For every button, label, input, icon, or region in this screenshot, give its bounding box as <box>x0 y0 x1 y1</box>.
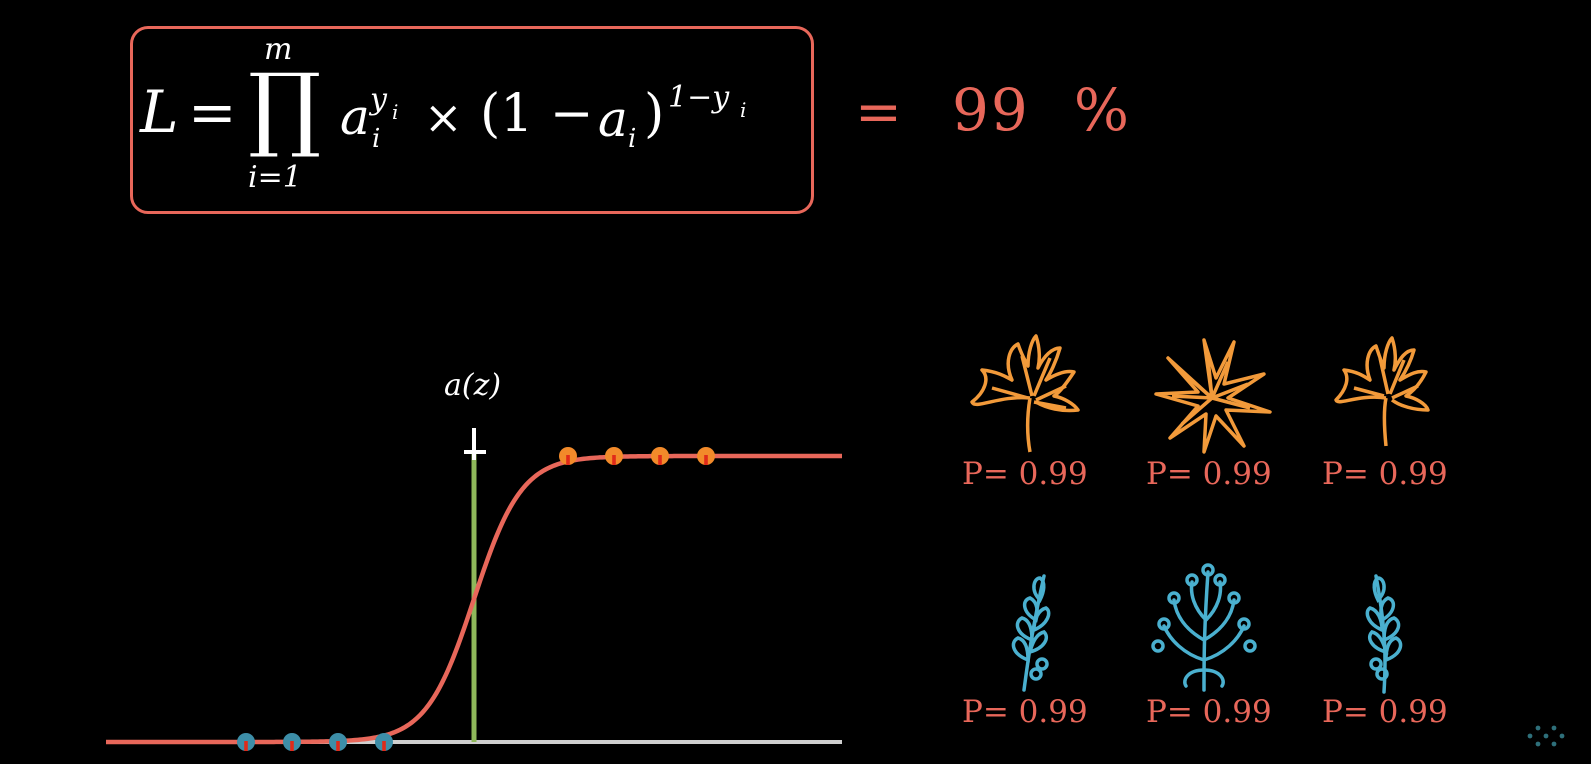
formula-paren-term-sub: i <box>628 124 637 154</box>
leaf-probability-label: P= 0.99 <box>1146 694 1272 730</box>
formula-exponent: y <box>370 82 387 117</box>
formula-equals: = <box>188 78 237 146</box>
product-upper-limit: m <box>264 32 293 67</box>
class-1-point-marker <box>658 455 662 465</box>
class-0-point-marker <box>290 741 294 751</box>
sprig-leaf-icon <box>1365 574 1403 694</box>
star-leaf-icon <box>1154 338 1272 454</box>
class-1-point-marker <box>566 455 570 465</box>
result-value: 99 <box>952 76 1030 144</box>
maple-leaf-icon <box>1334 336 1430 447</box>
formula-box <box>130 26 814 214</box>
formula-outer-exponent-sub: i <box>740 98 747 122</box>
formula-exponent-sub: i <box>392 100 399 124</box>
class-1-point-marker <box>612 455 616 465</box>
leaf-probability-label: P= 0.99 <box>1322 456 1448 492</box>
formula-paren-close: ) <box>644 84 665 144</box>
result-percentage: 99% <box>952 76 1131 144</box>
formula-base: a <box>340 88 370 146</box>
sigmoid-curve <box>106 453 842 745</box>
class-0-point-marker <box>244 741 248 751</box>
leaf-probability-label: P= 0.99 <box>1322 694 1448 730</box>
leaf-probability-label: P= 0.99 <box>1146 456 1272 492</box>
formula-times: × <box>424 90 463 144</box>
y-axis-label: a(z) <box>444 368 502 403</box>
leaf-probability-label: P= 0.99 <box>962 456 1088 492</box>
watermark-logo-icon <box>1527 725 1565 747</box>
sprig-leaf-icon <box>1011 574 1051 692</box>
product-lower-limit: i=1 <box>248 160 302 195</box>
sample-points <box>237 447 715 751</box>
product-symbol: ∏ <box>248 54 322 161</box>
formula-outer-exponent: 1−y <box>668 80 730 115</box>
result-unit: % <box>1073 76 1131 144</box>
leaf-probability-label: P= 0.99 <box>962 694 1088 730</box>
bushy-sprig-icon <box>1151 563 1257 692</box>
formula-paren-term: a <box>598 90 628 148</box>
maple-leaf-icon <box>970 334 1080 453</box>
class-0-point-marker <box>382 741 386 751</box>
formula-paren-open: (1 − <box>480 84 594 144</box>
class-0-point-marker <box>336 741 340 751</box>
formula-base-sub: i <box>372 124 381 154</box>
formula-lhs: L <box>140 78 179 146</box>
result-equals: = <box>855 80 902 145</box>
class-1-point-marker <box>704 455 708 465</box>
